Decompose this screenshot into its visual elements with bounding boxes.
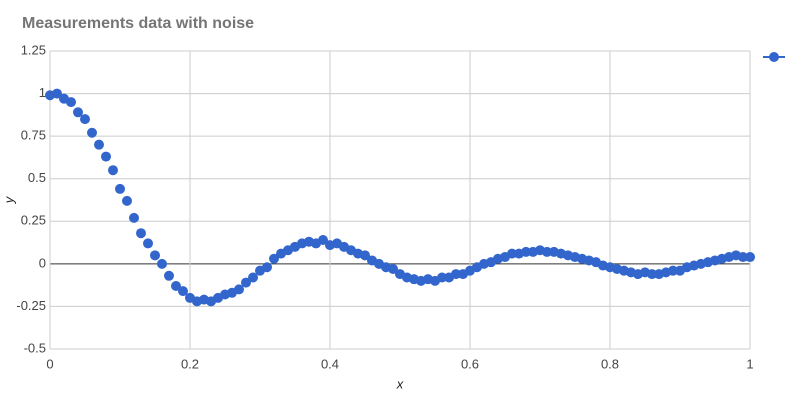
data-point xyxy=(136,228,146,239)
data-point xyxy=(150,250,160,261)
data-point xyxy=(178,286,188,297)
legend-marker xyxy=(769,52,779,62)
x-tick-label: 0.4 xyxy=(321,356,339,371)
x-tick-label: 1 xyxy=(746,356,753,371)
data-point xyxy=(101,151,111,162)
y-tick-label: 0.75 xyxy=(21,128,46,143)
data-point xyxy=(521,246,531,257)
data-point xyxy=(542,246,552,257)
y-tick-label: 1.25 xyxy=(21,42,46,57)
data-point xyxy=(73,107,83,118)
data-point xyxy=(94,139,104,150)
data-point xyxy=(52,88,62,99)
data-point xyxy=(80,114,90,125)
data-point xyxy=(262,262,272,273)
y-tick-label: 0.25 xyxy=(21,213,46,228)
data-point xyxy=(234,284,244,295)
data-point xyxy=(360,250,370,261)
y-tick-label: 0 xyxy=(39,255,46,270)
data-point xyxy=(122,195,132,206)
x-tick-label: 0.8 xyxy=(601,356,619,371)
data-point xyxy=(269,253,279,264)
data-point xyxy=(115,183,125,194)
y-axis-title: y xyxy=(1,195,16,204)
x-axis-title: x xyxy=(396,376,404,391)
data-point xyxy=(164,270,174,281)
data-point xyxy=(745,252,755,263)
y-tick-label: -0.5 xyxy=(24,340,46,355)
data-point xyxy=(241,277,251,288)
data-point xyxy=(129,212,139,223)
data-point xyxy=(668,265,678,276)
data-point xyxy=(507,248,517,259)
y-tick-label: -0.25 xyxy=(16,298,46,313)
y-tick-label: 1 xyxy=(39,85,46,100)
data-point xyxy=(171,280,181,291)
x-tick-label: 0.2 xyxy=(181,356,199,371)
data-point xyxy=(647,269,657,280)
data-point xyxy=(87,127,97,138)
data-point xyxy=(451,269,461,280)
chart-title: Measurements data with noise xyxy=(22,15,254,32)
x-tick-label: 0.6 xyxy=(461,356,479,371)
data-point xyxy=(437,272,447,283)
data-point xyxy=(143,238,153,249)
data-point xyxy=(318,235,328,246)
data-point xyxy=(157,258,167,269)
legend xyxy=(763,52,785,62)
data-point xyxy=(108,165,118,176)
y-tick-label: 0.5 xyxy=(28,170,46,185)
data-point xyxy=(388,263,398,274)
data-point xyxy=(248,272,258,283)
data-point xyxy=(738,252,748,263)
data-point xyxy=(66,97,76,108)
x-tick-label: 0 xyxy=(46,356,53,371)
